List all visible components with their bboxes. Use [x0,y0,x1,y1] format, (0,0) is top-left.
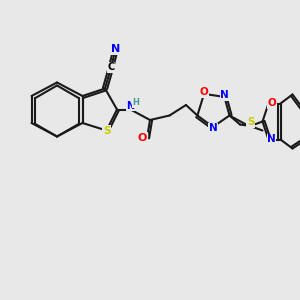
Text: O: O [268,98,277,109]
Text: N: N [267,134,276,145]
Text: N: N [126,101,135,111]
Text: N: N [111,44,120,55]
Text: C: C [107,62,115,73]
Text: N: N [220,90,229,100]
Text: S: S [247,117,254,128]
Text: O: O [200,87,208,98]
Text: H: H [133,98,139,107]
Text: O: O [138,133,147,143]
Text: S: S [103,125,110,136]
Text: N: N [208,123,217,134]
